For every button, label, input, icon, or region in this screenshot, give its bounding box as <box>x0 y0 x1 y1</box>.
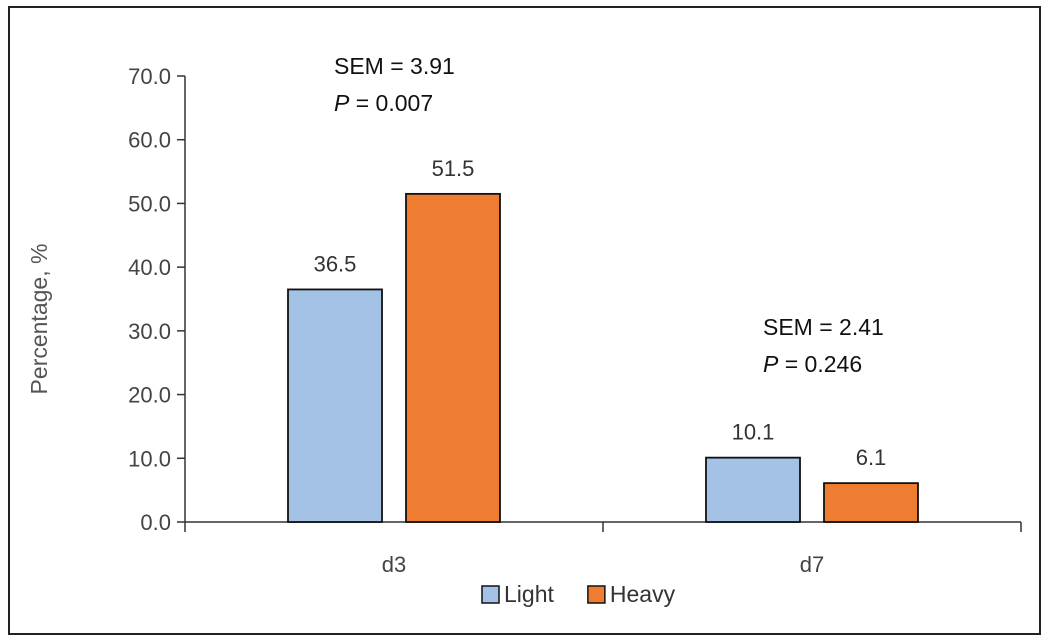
y-tick-label: 50.0 <box>128 191 171 216</box>
value-label-d3-light: 36.5 <box>314 251 357 276</box>
bars <box>287 192 919 523</box>
bar-d7-heavy <box>823 482 919 523</box>
x-tick-label-d7: d7 <box>800 552 824 577</box>
y-tick-label: 60.0 <box>128 128 171 153</box>
legend-label-heavy: Heavy <box>610 581 676 607</box>
bar-d7-light <box>705 456 801 523</box>
y-tick-label: 30.0 <box>128 319 171 344</box>
value-label-d3-heavy: 51.5 <box>432 156 475 181</box>
bar-d3-heavy <box>405 192 501 523</box>
y-tick-label: 40.0 <box>128 255 171 280</box>
y-tick-label: 10.0 <box>128 446 171 471</box>
bar-d3-light <box>287 288 383 523</box>
y-tick-label: 0.0 <box>140 510 171 535</box>
value-label-d7-light: 10.1 <box>732 420 775 445</box>
annotation-p-d7: P = 0.246 <box>763 351 862 377</box>
value-labels: 36.5 51.5 10.1 6.1 <box>314 156 887 470</box>
legend-swatch-light <box>481 585 500 604</box>
legend-label-light: Light <box>504 581 554 607</box>
annotation-p-d3: P = 0.007 <box>334 90 433 116</box>
y-tick-label: 20.0 <box>128 383 171 408</box>
y-axis-title: Percentage, % <box>26 244 52 395</box>
value-label-d7-heavy: 6.1 <box>856 445 887 470</box>
x-tick-label-d3: d3 <box>382 552 406 577</box>
annotations: SEM = 3.91 P = 0.007 SEM = 2.41 P = 0.246 <box>334 53 884 377</box>
chart-frame <box>8 6 1041 635</box>
legend-swatch-heavy <box>587 585 606 604</box>
y-tick-label: 70.0 <box>128 64 171 89</box>
annotation-sem-d3: SEM = 3.91 <box>334 53 455 79</box>
legend: Light Heavy <box>481 581 676 607</box>
annotation-sem-d7: SEM = 2.41 <box>763 314 884 340</box>
